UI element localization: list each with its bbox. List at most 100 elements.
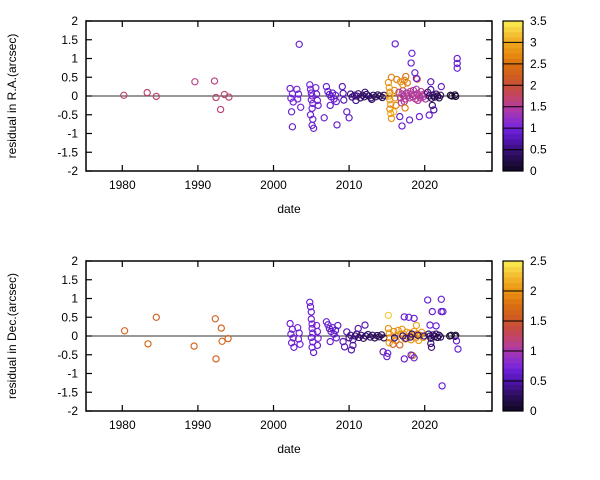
- data-point: [436, 333, 445, 341]
- data-point: [453, 64, 461, 72]
- colorbar-tick-label: 2.5: [530, 57, 547, 71]
- data-point: [216, 105, 225, 114]
- data-point: [287, 94, 295, 102]
- data-point: [333, 121, 341, 129]
- colorbar-band: [503, 352, 523, 358]
- data-point: [424, 296, 432, 304]
- data-point: [307, 308, 315, 316]
- data-point: [307, 333, 315, 342]
- colorbar-band: [503, 96, 523, 102]
- colorbar-tick-label: 1: [530, 344, 537, 358]
- y-tick-label: -0.5: [57, 348, 78, 362]
- colorbar-band: [503, 149, 523, 156]
- dec-residual-panel: 1980 1990 2000 2010 2020 -2 -1.5 -1 -0.5 0 0.5 1 1.5…: [0, 240, 600, 480]
- data-point: [396, 78, 405, 86]
- data-point: [347, 346, 356, 354]
- data-point: [412, 85, 421, 93]
- colorbar: 0 0.5 1 1.5 2 2.5 3 3.5: [502, 14, 547, 178]
- data-point: [306, 81, 314, 89]
- data-point: [384, 324, 393, 333]
- data-point: [414, 96, 422, 105]
- data-point: [309, 124, 318, 132]
- colorbar-band: [503, 357, 523, 364]
- data-point: [391, 40, 399, 48]
- x-tick-label: 2020: [411, 418, 438, 432]
- data-point: [424, 330, 433, 338]
- y-axis-ticks: [86, 20, 492, 172]
- colorbar-band: [503, 26, 523, 33]
- data-point: [398, 122, 406, 130]
- y-tick-label: 0: [71, 89, 78, 103]
- colorbar-band: [503, 325, 523, 332]
- x-tick-label: 1980: [109, 178, 136, 192]
- x-tick-label: 1980: [109, 418, 136, 432]
- data-point: [375, 333, 383, 341]
- data-point: [385, 329, 393, 337]
- data-point: [384, 311, 393, 320]
- colorbar-band: [503, 63, 523, 70]
- data-point: [432, 322, 440, 330]
- colorbar-band: [503, 79, 523, 86]
- data-point: [309, 329, 317, 337]
- x-axis-ticks: [121, 261, 426, 411]
- data-point: [210, 77, 219, 85]
- ra-residual-plot: 1980 1990 2000 2010 2020 -2 -1.5 -1 -0.5 0 0.5 1 1.5…: [5, 14, 547, 216]
- data-point: [402, 334, 410, 342]
- data-point: [313, 327, 322, 336]
- colorbar-band: [503, 53, 523, 59]
- data-point: [332, 97, 340, 106]
- colorbar-frame: [502, 260, 524, 412]
- data-point: [326, 337, 334, 346]
- colorbar-tick-label: 1: [530, 121, 537, 135]
- data-point: [384, 349, 392, 357]
- colorbar-band: [503, 298, 523, 305]
- scatter-points: [120, 295, 462, 390]
- data-point: [438, 382, 446, 390]
- data-point: [307, 315, 315, 323]
- x-tick-labels: 1980 1990 2000 2010 2020: [109, 178, 438, 192]
- data-point: [120, 327, 129, 335]
- y-axis-title: residual in R.A.(arcsec): [5, 34, 19, 159]
- colorbar-band: [503, 362, 523, 369]
- colorbar-band: [503, 69, 523, 76]
- data-point: [314, 101, 322, 110]
- data-point: [309, 348, 318, 357]
- colorbar-band: [503, 21, 523, 27]
- colorbar-band: [503, 373, 523, 380]
- data-point: [408, 49, 416, 57]
- data-point: [453, 59, 461, 68]
- colorbar-band: [503, 309, 523, 316]
- data-point: [366, 333, 374, 341]
- x-tick-label: 2000: [260, 178, 287, 192]
- y-tick-label: 1.5: [61, 33, 78, 47]
- data-point: [406, 87, 414, 96]
- colorbar-band: [503, 293, 523, 299]
- data-point: [387, 114, 396, 123]
- data-point: [309, 338, 317, 346]
- data-point: [296, 340, 304, 348]
- data-point: [294, 90, 303, 98]
- y-tick-label: 0.5: [61, 70, 78, 84]
- x-tick-label: 2010: [336, 178, 363, 192]
- x-tick-label: 1990: [185, 178, 212, 192]
- y-axis-title: residual in Dec.(arcsec): [5, 273, 19, 399]
- colorbar-band: [503, 90, 523, 97]
- colorbar-band: [503, 160, 523, 167]
- data-point: [360, 93, 368, 101]
- colorbar-band: [503, 266, 523, 273]
- data-point: [326, 101, 334, 110]
- data-point: [427, 78, 435, 86]
- colorbar-band: [503, 330, 523, 337]
- data-point: [447, 331, 455, 339]
- data-point: [224, 334, 232, 343]
- data-point: [143, 88, 151, 97]
- data-point: [211, 315, 219, 323]
- colorbar-band: [503, 384, 523, 391]
- x-axis-title: date: [277, 202, 301, 216]
- data-point: [306, 298, 314, 306]
- data-point: [314, 334, 322, 342]
- y-tick-label: -1.5: [57, 385, 78, 399]
- data-point: [386, 88, 394, 96]
- y-tick-label: -0.5: [57, 108, 78, 122]
- data-point: [390, 86, 399, 95]
